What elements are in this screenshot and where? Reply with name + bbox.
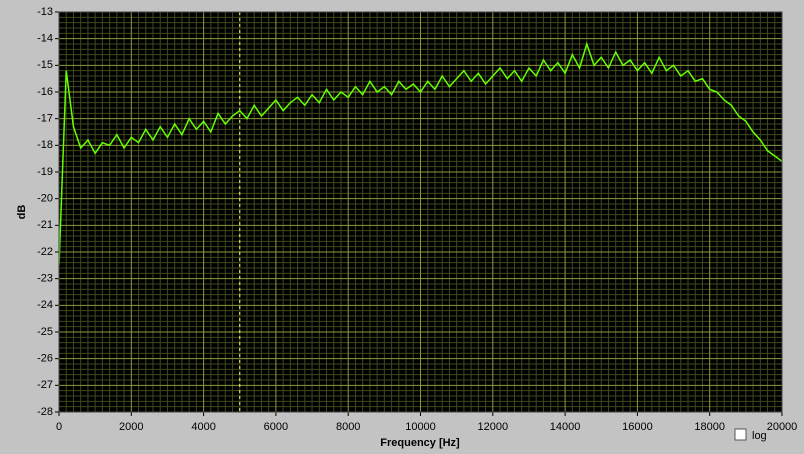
x-axis-title: Frequency [Hz] (380, 437, 460, 449)
y-tick-label: -13 (37, 6, 53, 18)
y-tick-label: -21 (37, 219, 53, 231)
y-tick-label: -28 (37, 406, 53, 418)
x-tick-label: 10000 (405, 421, 436, 433)
x-tick-label: 16000 (622, 421, 653, 433)
y-tick-label: -23 (37, 273, 53, 285)
y-tick-label: -17 (37, 113, 53, 125)
x-tick-label: 18000 (694, 421, 725, 433)
y-tick-label: -15 (37, 59, 53, 71)
x-tick-label: 4000 (191, 421, 215, 433)
y-tick-label: -16 (37, 86, 53, 98)
y-tick-label: -27 (37, 379, 53, 391)
y-tick-label: -14 (37, 33, 53, 45)
grid (58, 11, 783, 413)
log-checkbox[interactable] (734, 428, 747, 441)
y-tick-label: -20 (37, 193, 53, 205)
x-tick-label: 6000 (264, 421, 288, 433)
x-tick-label: 2000 (119, 421, 143, 433)
y-tick-label: -22 (37, 246, 53, 258)
series-line (58, 41, 783, 266)
y-tick-label: -24 (37, 299, 53, 311)
y-tick-label: -26 (37, 353, 53, 365)
y-tick-label: -18 (37, 139, 53, 151)
x-tick-label: 14000 (550, 421, 581, 433)
marks (58, 12, 783, 412)
x-tick-label: 0 (56, 421, 62, 433)
y-tick-label: -19 (37, 166, 53, 178)
log-label[interactable]: log (752, 430, 767, 442)
y-axis-title: dB (16, 205, 28, 220)
x-tick-label: 12000 (478, 421, 509, 433)
x-tick-label: 8000 (336, 421, 360, 433)
labels: 0 2000 4000 6000 8000 10000 12000 14000 16000 180… (37, 6, 797, 433)
y-tick-label: -25 (37, 326, 53, 338)
plot-border (58, 11, 783, 413)
x-tick-label: 20000 (767, 421, 798, 433)
